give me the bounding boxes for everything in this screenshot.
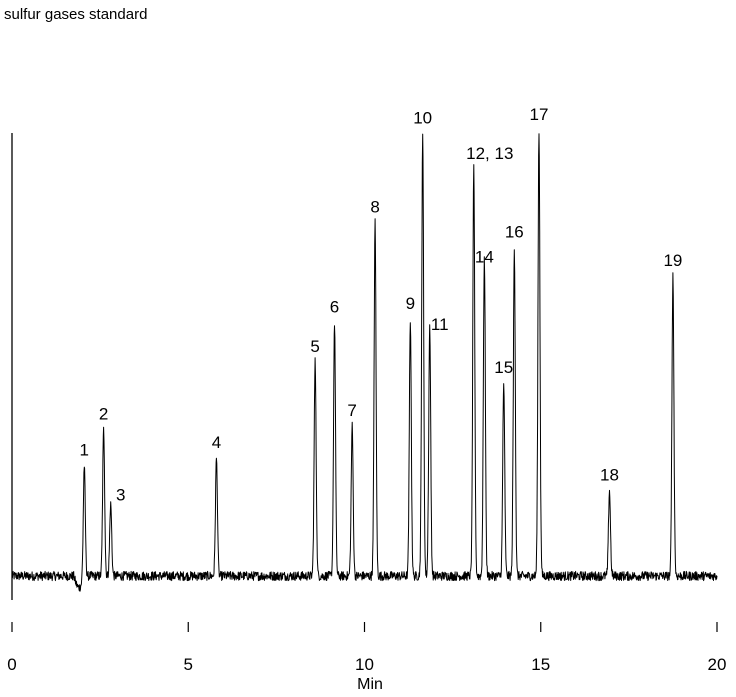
chart-title: sulfur gases standard (4, 6, 147, 23)
peak-label: 5 (310, 337, 319, 356)
peak-label: 7 (347, 401, 356, 420)
x-tick-label: 5 (184, 655, 193, 674)
x-axis-title: Min (357, 676, 383, 693)
peak-labels: 12 3 4 5 6 7 8 9 10 11 12, 13 14 15 16 17 18 19 (80, 105, 683, 505)
peak-label: 19 (663, 251, 682, 270)
peak-label: 11 (431, 315, 449, 334)
peak-label: 10 (413, 108, 432, 127)
x-tick-label: 10 (355, 655, 374, 674)
peak-label: 8 (370, 198, 379, 217)
peak-label: 2 (99, 405, 108, 424)
x-tick-label: 0 (7, 655, 16, 674)
peak-label: 18 (600, 465, 619, 484)
peak-label: 15 (494, 358, 513, 377)
x-tick-label: 20 (708, 655, 727, 674)
peak-label: 14 (475, 247, 494, 266)
peak-label: 12, 13 (466, 144, 513, 163)
peak-label: 16 (505, 223, 524, 242)
peak-label: 9 (406, 294, 415, 313)
chromatogram-trace (11, 133, 718, 592)
peak-label: 1 (80, 440, 89, 459)
peak-label: 6 (330, 298, 339, 317)
x-tick-label: 15 (531, 655, 550, 674)
peak-label: 3 (116, 486, 125, 505)
peak-label: 17 (530, 105, 549, 124)
x-axis-ticks: 0 5 10 15 20 (7, 622, 726, 674)
peak-label: 4 (212, 433, 221, 452)
